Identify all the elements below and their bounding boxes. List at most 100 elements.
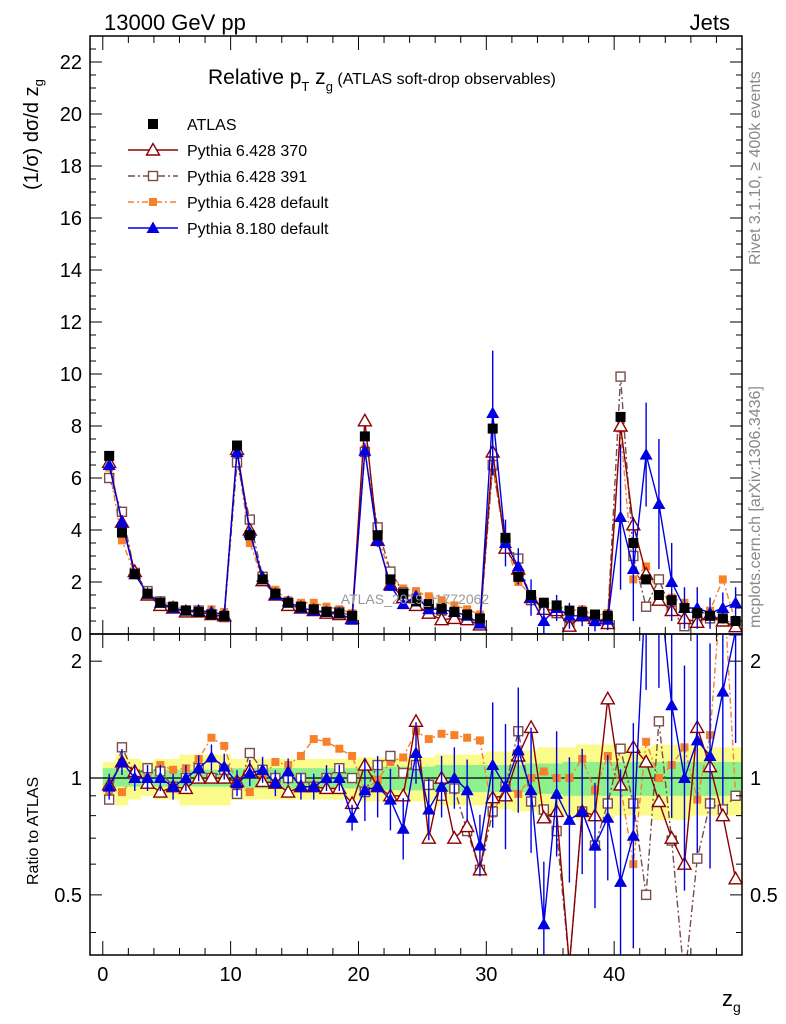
ratio-plot-panel: 0 10 20 30 400.5 0.51 12 2 bbox=[54, 36, 778, 986]
legend-label: Pythia 6.428 370 bbox=[187, 143, 307, 160]
main-point-pythia-8180-default bbox=[652, 497, 666, 509]
main-point-pythia-6428-391 bbox=[615, 371, 626, 382]
ratio-point-pythia-8180-default bbox=[447, 771, 461, 784]
main-y-tick-label: 2 bbox=[71, 572, 82, 594]
main-point-atlas bbox=[692, 608, 703, 619]
main-point-atlas bbox=[500, 532, 511, 543]
main-point-pythia-6428-391 bbox=[653, 574, 665, 585]
main-y-tick-label: 16 bbox=[60, 208, 82, 230]
ratio-point-pythia-6428-default bbox=[450, 731, 459, 740]
ratio-point-pythia-6428-370 bbox=[663, 830, 680, 844]
legend-marker bbox=[147, 170, 159, 182]
ratio-y-tick-label: 2 bbox=[71, 651, 82, 673]
ratio-point-pythia-8180-default bbox=[486, 758, 500, 771]
main-point-atlas bbox=[538, 597, 549, 608]
ratio-point-pythia-6428-default bbox=[207, 733, 216, 742]
ratio-plot-y-axis-label: Ratio to ATLAS bbox=[25, 777, 42, 885]
main-point-pythia-6428-default bbox=[245, 539, 254, 547]
main-point-pythia-8180-default bbox=[716, 601, 730, 613]
ratio-point-pythia-8180-default bbox=[626, 829, 640, 841]
main-point-atlas bbox=[257, 574, 268, 585]
ratio-point-pythia-6428-default bbox=[335, 744, 344, 753]
ratio-point-pythia-8180-default bbox=[716, 685, 730, 697]
legend-marker bbox=[148, 119, 158, 129]
ratio-point-pythia-8180-default bbox=[435, 780, 449, 792]
main-y-tick-label: 6 bbox=[71, 468, 82, 490]
main-point-atlas bbox=[193, 606, 204, 617]
legend-label: Pythia 8.180 default bbox=[187, 221, 329, 238]
ratio-point-pythia-6428-default bbox=[719, 563, 727, 571]
main-point-atlas bbox=[168, 601, 179, 612]
main-point-pythia-8180-default bbox=[383, 579, 397, 591]
ratio-point-pythia-6428-370 bbox=[446, 830, 463, 844]
ratio-point-pythia-6428-370 bbox=[638, 754, 654, 768]
main-point-atlas bbox=[462, 609, 473, 620]
ratio-point-pythia-8180-default bbox=[320, 771, 334, 784]
ratio-point-pythia-6428-391 bbox=[692, 853, 703, 864]
ratio-series-pythia-8180-default bbox=[102, 634, 742, 955]
main-point-pythia-8180-default bbox=[729, 596, 742, 608]
main-point-pythia-8180-default bbox=[588, 614, 602, 626]
main-point-pythia-6428-370 bbox=[357, 412, 373, 427]
main-y-tick-label: 4 bbox=[71, 520, 82, 542]
ratio-point-pythia-8180-default bbox=[460, 783, 474, 796]
legend-entry-pythia-6428-370: Pythia 6.428 370 bbox=[128, 142, 307, 160]
main-point-pythia-8180-default bbox=[537, 614, 551, 626]
ratio-point-pythia-8180-default bbox=[498, 780, 512, 792]
x-tick-label: 30 bbox=[475, 964, 497, 986]
ratio-point-pythia-8180-default bbox=[562, 813, 576, 825]
ratio-point-pythia-6428-default bbox=[220, 741, 229, 750]
mcplots-label: mcplots.cern.ch [arXiv:1306.3436] bbox=[747, 386, 764, 628]
main-point-atlas bbox=[474, 613, 485, 624]
ratio-point-pythia-8180-default bbox=[511, 743, 525, 756]
main-plot-title: Relative pT zg (ATLAS soft-drop observab… bbox=[208, 66, 556, 94]
analysis-watermark: ATLAS_2019_I1772062 bbox=[341, 591, 490, 607]
ratio-point-pythia-8180-default bbox=[665, 698, 679, 711]
main-point-pythia-8180-default bbox=[358, 444, 372, 456]
main-point-atlas bbox=[129, 569, 140, 580]
ratio-point-pythia-8180-default bbox=[192, 761, 206, 774]
ratio-y-tick-label: 0.5 bbox=[54, 885, 82, 907]
legend-entry-pythia-8180-default: Pythia 8.180 default bbox=[128, 221, 329, 238]
ratio-point-pythia-8180-default bbox=[153, 771, 167, 784]
main-point-atlas bbox=[116, 527, 127, 538]
main-point-pythia-6428-default bbox=[718, 575, 727, 584]
main-plot-panel: 0 2 4 6 8 10 12 14 16 18 20 22 bbox=[60, 35, 743, 646]
main-y-tick-label: 12 bbox=[60, 312, 82, 334]
main-point-pythia-6428-370 bbox=[612, 418, 629, 432]
ratio-point-pythia-8180-default bbox=[537, 917, 551, 930]
ratio-y-tick-label-right: 1 bbox=[750, 768, 761, 790]
main-point-pythia-6428-default bbox=[117, 536, 126, 545]
ratio-point-pythia-6428-default bbox=[424, 735, 433, 744]
ratio-point-pythia-6428-370 bbox=[600, 690, 616, 705]
ratio-point-pythia-8180-default bbox=[307, 780, 321, 792]
ratio-point-pythia-6428-370 bbox=[715, 807, 731, 822]
main-series-line-pythia-6428-391 bbox=[108, 376, 736, 628]
main-point-atlas bbox=[526, 590, 537, 600]
legend-label: ATLAS bbox=[187, 117, 237, 134]
ratio-point-pythia-6428-370 bbox=[651, 793, 667, 808]
legend-marker bbox=[146, 221, 160, 233]
ratio-point-pythia-8180-default bbox=[268, 776, 282, 789]
ratio-point-pythia-6428-default bbox=[348, 751, 357, 760]
ratio-point-pythia-6428-391 bbox=[244, 747, 256, 759]
ratio-point-pythia-8180-default bbox=[358, 783, 372, 796]
header-energy-label: 13000 GeV pp bbox=[104, 10, 246, 35]
ratio-point-pythia-8180-default bbox=[383, 793, 397, 805]
ratio-point-pythia-6428-370 bbox=[536, 809, 552, 824]
main-point-pythia-6428-370 bbox=[433, 611, 450, 626]
ratio-point-pythia-6428-391 bbox=[653, 716, 665, 727]
ratio-point-pythia-8180-default bbox=[102, 780, 116, 792]
main-point-atlas bbox=[679, 603, 690, 613]
legend-entry-pythia-6428-391: Pythia 6.428 391 bbox=[128, 169, 307, 186]
main-point-pythia-8180-default bbox=[614, 510, 628, 522]
main-point-atlas bbox=[359, 431, 370, 442]
legend-marker bbox=[149, 198, 157, 206]
ratio-point-pythia-6428-370 bbox=[152, 784, 169, 798]
ratio-point-pythia-6428-default bbox=[386, 757, 395, 766]
main-point-atlas bbox=[730, 616, 741, 626]
main-point-pythia-8180-default bbox=[396, 597, 410, 610]
legend: ATLAS Pythia 6.428 370 Pythia 6.428 391 Pyt… bbox=[128, 117, 329, 238]
main-point-atlas bbox=[641, 574, 652, 585]
